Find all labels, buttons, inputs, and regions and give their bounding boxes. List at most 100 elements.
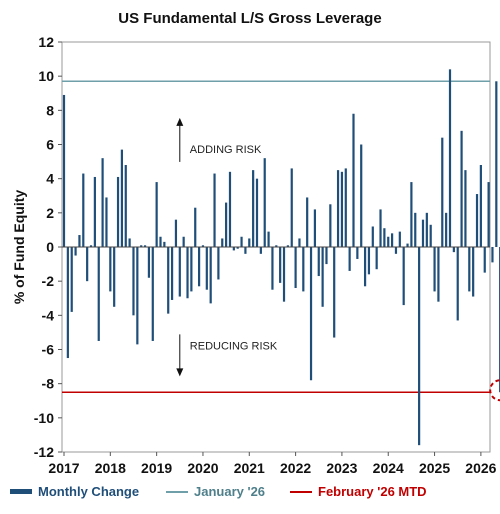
legend-item-february-mtd: February '26 MTD <box>290 484 427 499</box>
bar <box>394 247 398 254</box>
bar <box>475 194 479 247</box>
bar <box>402 247 405 306</box>
bar <box>456 247 459 321</box>
bar <box>167 247 170 314</box>
bar <box>321 247 324 307</box>
bar <box>348 247 351 271</box>
y-tick-label: 6 <box>46 137 54 153</box>
bar <box>286 245 289 247</box>
bar <box>363 247 367 287</box>
y-tick-label: -12 <box>34 444 54 460</box>
bar <box>252 170 255 247</box>
bar <box>487 182 490 247</box>
bar <box>429 224 432 247</box>
adding-risk-label: ADDING RISK <box>190 144 262 156</box>
bar <box>105 197 108 247</box>
bar <box>290 168 293 247</box>
bar <box>132 247 135 316</box>
y-tick-label: -6 <box>42 342 55 358</box>
bar <box>248 238 251 247</box>
x-tick-label: 2020 <box>187 460 218 476</box>
bar <box>70 247 73 312</box>
legend-swatch-monthly-change <box>10 489 32 494</box>
legend-label-monthly-change: Monthly Change <box>38 484 140 499</box>
bar <box>217 247 220 280</box>
bar <box>263 158 266 247</box>
bar <box>147 247 151 278</box>
bar <box>367 247 371 275</box>
x-tick-label: 2026 <box>465 460 496 476</box>
bar <box>460 130 463 247</box>
bar <box>228 171 232 247</box>
x-tick-label: 2023 <box>326 460 357 476</box>
bar <box>309 247 313 381</box>
bar <box>325 247 328 265</box>
y-tick-label: 8 <box>46 102 54 118</box>
bar <box>356 247 359 259</box>
bar <box>479 165 482 247</box>
bar <box>468 247 471 292</box>
bar <box>66 247 69 359</box>
bar <box>209 247 212 304</box>
bar <box>201 245 205 247</box>
bar <box>101 158 104 247</box>
bar <box>483 247 486 273</box>
bar <box>93 176 96 247</box>
bar <box>143 245 147 247</box>
y-tick-label: -8 <box>42 376 55 392</box>
bar <box>387 236 390 247</box>
legend-swatch-january <box>166 490 188 493</box>
bar <box>302 247 305 292</box>
bar <box>406 243 409 247</box>
bar <box>329 204 332 247</box>
bar <box>113 247 116 307</box>
mtd-highlight-circle <box>489 379 500 402</box>
bar <box>136 247 139 345</box>
reducing-risk-label: REDUCING RISK <box>190 340 278 352</box>
legend-label-february-mtd: February '26 MTD <box>318 484 427 499</box>
bar <box>182 236 185 247</box>
legend-item-january: January '26 <box>166 484 265 499</box>
bar <box>491 247 494 263</box>
bar <box>445 212 448 247</box>
legend: Monthly Change January '26 February '26 … <box>0 484 500 504</box>
bar <box>116 176 120 247</box>
bar <box>375 247 378 270</box>
bar <box>225 202 228 247</box>
bar <box>391 233 394 247</box>
bar <box>410 182 413 247</box>
y-tick-label: 10 <box>38 68 54 84</box>
chart-title: US Fundamental L/S Gross Leverage <box>118 10 382 27</box>
bar <box>232 247 235 251</box>
bar <box>170 247 174 300</box>
bar <box>259 247 262 254</box>
bar <box>313 209 316 247</box>
bar <box>298 238 301 247</box>
bar <box>433 247 436 292</box>
bar <box>333 247 336 338</box>
bar <box>371 226 374 247</box>
bar <box>190 247 193 292</box>
bar <box>352 113 355 247</box>
bar <box>163 241 166 247</box>
x-tick-label: 2024 <box>373 460 404 476</box>
bar <box>379 209 382 247</box>
bar <box>198 247 201 287</box>
y-axis-label: % of Fund Equity <box>11 190 27 305</box>
bar <box>279 247 282 283</box>
legend-label-january: January '26 <box>194 484 266 499</box>
bar <box>178 247 181 297</box>
bar <box>275 245 278 247</box>
y-tick-label: 4 <box>46 171 54 187</box>
bar <box>421 219 425 247</box>
legend-swatch-february-mtd <box>290 490 312 493</box>
x-tick-label: 2022 <box>280 460 311 476</box>
bar <box>155 182 158 247</box>
bar <box>151 247 154 341</box>
x-tick-label: 2019 <box>141 460 172 476</box>
bar <box>128 238 131 247</box>
bar <box>472 247 475 297</box>
bar <box>159 236 162 247</box>
y-tick-label: 0 <box>46 239 54 255</box>
